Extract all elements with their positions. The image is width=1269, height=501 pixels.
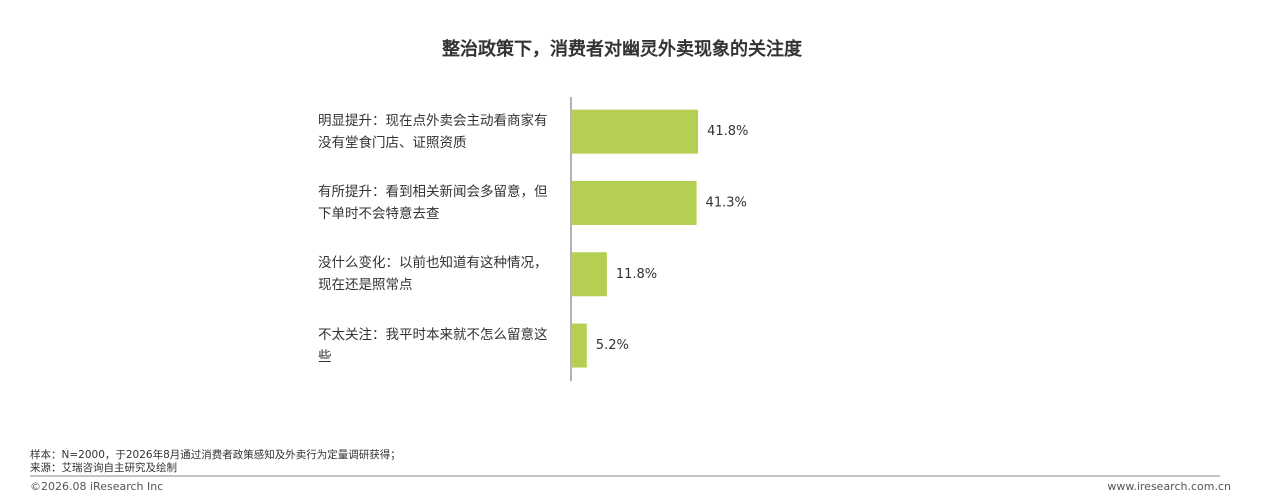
bar <box>571 180 697 225</box>
chart-title: 整治政策下，消费者对幽灵外卖现象的关注度 <box>441 38 803 60</box>
value-label: 41.3% <box>706 195 747 210</box>
note: 样本：N=2000，于2026年8月通过消费者政策感知及外卖行为定量调研获得； <box>30 449 401 461</box>
value-label: 41.8% <box>707 124 748 139</box>
copyright: ©2026.08 iResearch Inc <box>30 480 164 493</box>
category-label: 有所提升：看到相关新闻会多留意，但下单时不会特意去查 <box>318 183 548 222</box>
note: 来源：艾瑞咨询自主研究及绘制 <box>30 462 177 474</box>
value-label: 5.2% <box>596 338 629 353</box>
bar <box>571 323 587 368</box>
website: www.iresearch.com.cn <box>1107 480 1231 493</box>
value-label: 11.8% <box>616 267 657 282</box>
bar <box>571 252 607 297</box>
category-label: 不太关注：我平时本来就不怎么留意这些 <box>318 326 548 365</box>
bar <box>571 109 699 154</box>
category-label: 没什么变化：以前也知道有这种情况，现在还是照常点 <box>318 255 548 294</box>
category-label: 明显提升：现在点外卖会主动看商家有没有堂食门店、证照资质 <box>318 112 548 151</box>
